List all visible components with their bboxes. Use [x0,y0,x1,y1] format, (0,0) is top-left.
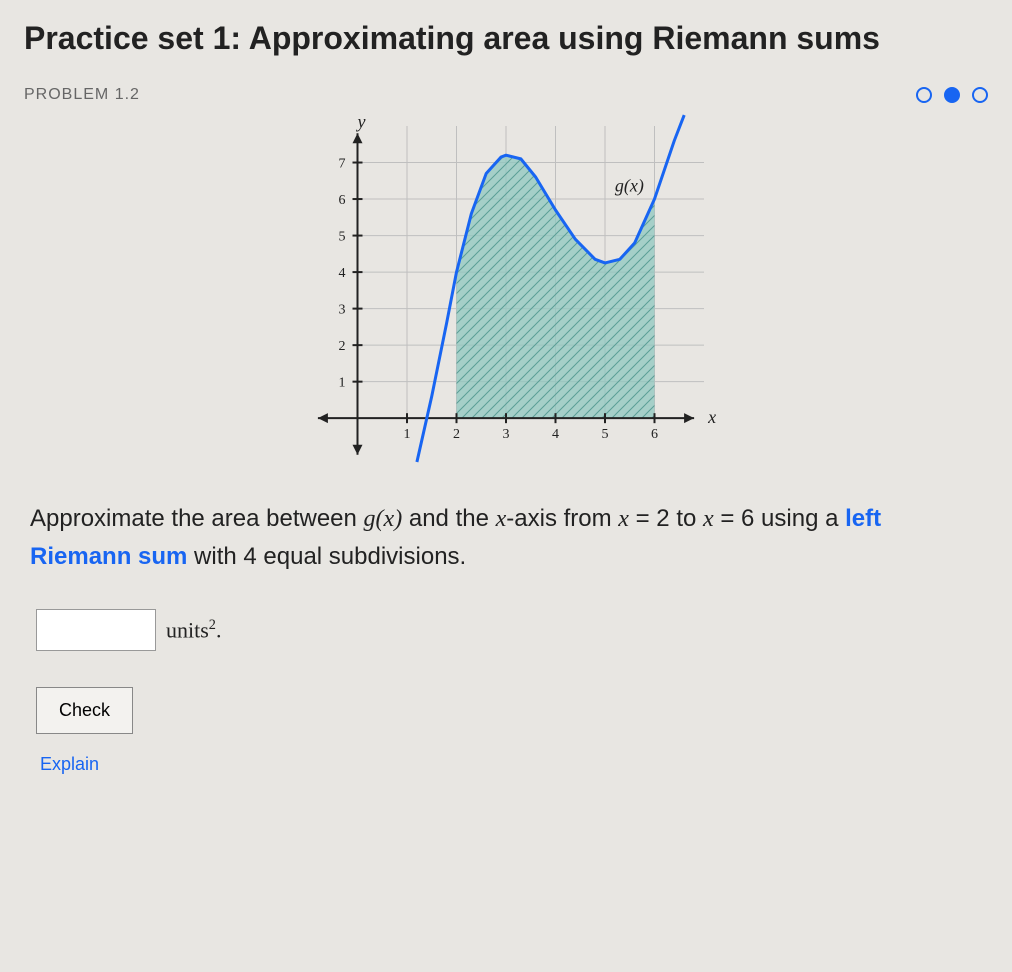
svg-text:6: 6 [651,427,658,442]
svg-text:g(x): g(x) [615,176,644,197]
svg-text:5: 5 [602,427,609,442]
svg-text:y: y [356,114,366,131]
problem-header: PROBLEM 1.2 [24,86,988,104]
progress-dots [916,87,988,103]
check-button[interactable]: Check [36,687,133,734]
svg-text:6: 6 [339,193,346,208]
svg-text:4: 4 [339,266,346,281]
svg-text:3: 3 [339,303,346,318]
svg-text:2: 2 [339,339,346,354]
progress-dot-1[interactable] [916,87,932,103]
svg-text:2: 2 [453,427,460,442]
function-chart: 1 2 3 4 5 6 1 2 3 4 5 6 7 y x g(x) [296,114,716,474]
svg-text:4: 4 [552,427,559,442]
question-text: Approximate the area between g(x) and th… [30,500,982,575]
svg-text:1: 1 [339,376,346,391]
progress-dot-2[interactable] [944,87,960,103]
problem-label: PROBLEM 1.2 [24,86,140,104]
answer-input[interactable] [36,609,156,651]
svg-text:3: 3 [503,427,510,442]
svg-text:5: 5 [339,230,346,245]
chart-container: 1 2 3 4 5 6 1 2 3 4 5 6 7 y x g(x) [24,114,988,474]
answer-row: units2. [36,609,976,651]
svg-text:7: 7 [339,157,346,172]
page-title: Practice set 1: Approximating area using… [24,18,988,58]
explain-link[interactable]: Explain [40,754,988,775]
progress-dot-3[interactable] [972,87,988,103]
units-label: units2. [166,617,221,643]
svg-text:x: x [707,407,716,427]
svg-text:1: 1 [404,427,411,442]
